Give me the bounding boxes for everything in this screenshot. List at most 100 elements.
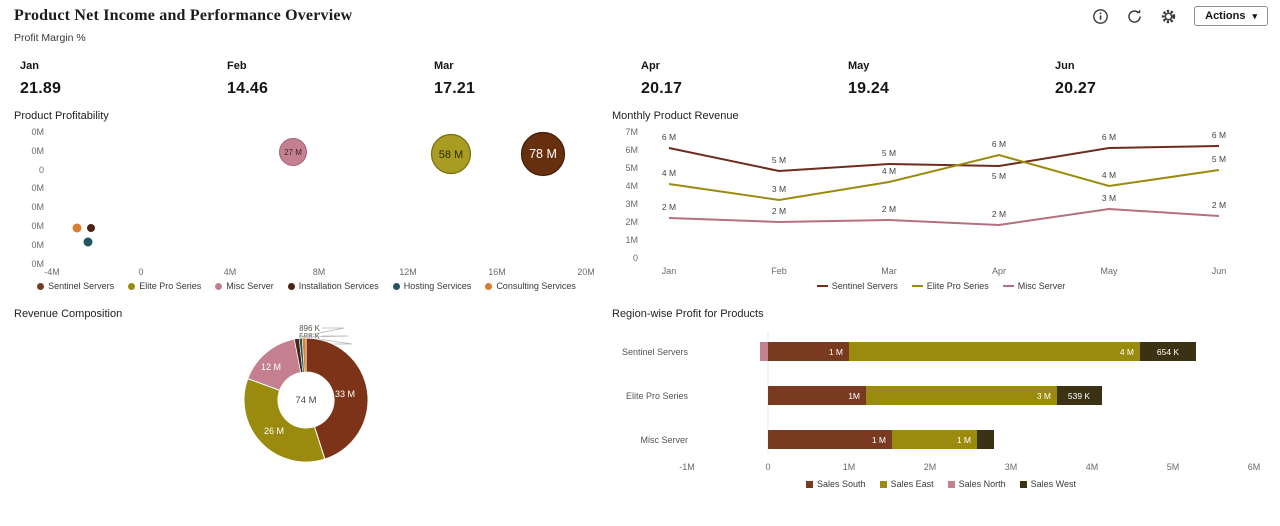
x-tick: Jan [662, 266, 677, 276]
legend-label: Elite Pro Series [926, 281, 989, 291]
bubble-elite-pro-series[interactable] [430, 133, 472, 175]
legend-item-sales-east[interactable]: Sales East [879, 479, 934, 489]
actions-button[interactable]: Actions ▾ [1194, 6, 1268, 26]
y-tick: 3M [625, 199, 638, 209]
settings-gear-icon[interactable] [1160, 8, 1177, 25]
kpi-value: 21.89 [20, 80, 62, 97]
legend-label: Sentinel Servers [831, 281, 898, 291]
bubble-hosting-services[interactable] [83, 237, 93, 247]
revenue-composition-plot: 896 K 588 K 702 K 33 M 26 M 12 M 74 M [243, 324, 369, 463]
x-tick: 5M [1167, 462, 1180, 472]
x-tick: May [1100, 266, 1118, 276]
y-tick: 7M [625, 127, 638, 137]
y-tick: 2M [625, 217, 638, 227]
point-label: 3 M [772, 184, 786, 194]
line-sentinel-servers[interactable] [668, 145, 1220, 173]
legend-item-consulting-services[interactable]: Consulting Services [485, 281, 576, 291]
legend-item-elite-pro-series[interactable]: Elite Pro Series [911, 281, 989, 291]
legend-item-installation-services[interactable]: Installation Services [287, 281, 379, 291]
x-tick: 0 [138, 267, 143, 276]
donut-slice-sentinel-servers[interactable] [305, 337, 369, 460]
header: Product Net Income and Performance Overv… [0, 0, 1280, 26]
x-tick: 2M [924, 462, 937, 472]
point-label: 6 M [992, 139, 1006, 149]
kpi-apr: Apr 20.17 [641, 60, 848, 98]
bubble-consulting-services[interactable] [72, 223, 82, 233]
slice-label-sentinel: 33 M [335, 389, 355, 399]
refresh-icon[interactable] [1126, 8, 1143, 25]
point-label: 5 M [882, 148, 896, 158]
x-tick: 8M [313, 267, 326, 276]
kpi-month-label: Mar [434, 60, 454, 72]
legend-label: Misc Server [226, 281, 274, 291]
legend-item-sales-north[interactable]: Sales North [947, 479, 1006, 489]
bar-elite-sales-east[interactable] [866, 386, 1057, 405]
x-tick: 4M [224, 267, 237, 276]
legend-item-sentinel-servers[interactable]: Sentinel Servers [37, 281, 114, 291]
kpi-row: Jan 21.89 Feb 14.46 Mar 17.21 Apr 20.17 … [0, 44, 1280, 98]
y-tick: 6M [625, 145, 638, 155]
legend-label: Sales North [958, 479, 1006, 489]
dropdown-caret-icon: ▾ [1252, 10, 1257, 21]
bar-sentinel-sales-east[interactable] [849, 342, 1140, 361]
bubble-sentinel-servers[interactable] [520, 131, 566, 177]
bar-label: 1 M [957, 435, 971, 445]
y-tick: 0M [31, 202, 44, 212]
kpi-month-label: May [848, 60, 870, 72]
bar-misc-sales-west[interactable] [977, 430, 994, 449]
bar-sentinel-sales-south[interactable] [768, 342, 849, 361]
bubble-label-misc-server: 27 M [284, 148, 302, 157]
bar-sentinel-sales-north[interactable] [760, 342, 768, 361]
profit-margin-label: Profit Margin % [14, 32, 86, 44]
legend-label: Sales South [817, 479, 866, 489]
legend-item-sales-west[interactable]: Sales West [1019, 479, 1076, 489]
profitability-legend: Sentinel Servers Elite Pro Series Misc S… [14, 281, 599, 291]
bar-misc-sales-east[interactable] [892, 430, 977, 449]
callout-line [298, 327, 345, 338]
legend-item-sentinel-servers[interactable]: Sentinel Servers [816, 281, 898, 291]
donut-slice-consulting-services[interactable] [301, 337, 307, 373]
bubble-installation-services[interactable] [87, 224, 95, 232]
y-tick: 0 [39, 165, 44, 175]
bar-elite-sales-west[interactable] [1057, 386, 1102, 405]
point-label: 5 M [1212, 154, 1226, 164]
legend-label: Elite Pro Series [139, 281, 202, 291]
bar-misc-sales-south[interactable] [768, 430, 892, 449]
bar-elite-sales-south[interactable] [768, 386, 866, 405]
kpi-month-label: Feb [227, 60, 247, 72]
line-misc-server[interactable] [668, 207, 1220, 227]
line-elite-pro-series[interactable] [668, 153, 1220, 202]
legend-item-elite-pro-series[interactable]: Elite Pro Series [128, 281, 201, 291]
legend-item-misc-server[interactable]: Misc Server [1002, 281, 1065, 291]
bubble-label-elite-pro-series: 58 M [439, 149, 463, 161]
x-tick: 1M [843, 462, 856, 472]
y-tick: 4M [625, 181, 638, 191]
legend-label: Sales West [1030, 479, 1076, 489]
kpi-month-label: Apr [641, 60, 660, 72]
legend-item-hosting-services[interactable]: Hosting Services [392, 281, 471, 291]
donut-center-total: 74 M [295, 395, 316, 406]
product-profitability-chart: Product Profitability 0M 0M 0 0M 0M 0M 0… [14, 110, 599, 291]
bubble-misc-server[interactable] [279, 138, 307, 166]
legend-label: Installation Services [298, 281, 379, 291]
bar-label: 1 M [829, 347, 843, 357]
x-tick: Feb [771, 266, 787, 276]
chart-title: Monthly Product Revenue [612, 110, 739, 122]
x-tick: 20M [577, 267, 595, 276]
bar-label: 4 M [1120, 347, 1134, 357]
point-label: 5 M [772, 155, 786, 165]
bar-sentinel-sales-west[interactable] [1140, 342, 1196, 361]
info-icon[interactable] [1092, 8, 1109, 25]
kpi-value: 20.27 [1055, 80, 1097, 97]
x-tick: 12M [399, 267, 417, 276]
point-label: 4 M [882, 166, 896, 176]
donut-slice-elite-pro-series[interactable] [243, 377, 326, 463]
header-toolbar: Actions ▾ [1092, 6, 1268, 26]
legend-swatch [392, 282, 400, 290]
category-label-sentinel-servers: Sentinel Servers [622, 347, 689, 357]
x-tick: 0 [765, 462, 770, 472]
y-tick: 0M [31, 240, 44, 250]
legend-item-misc-server[interactable]: Misc Server [215, 281, 274, 291]
legend-label: Sentinel Servers [48, 281, 115, 291]
legend-item-sales-south[interactable]: Sales South [806, 479, 866, 489]
